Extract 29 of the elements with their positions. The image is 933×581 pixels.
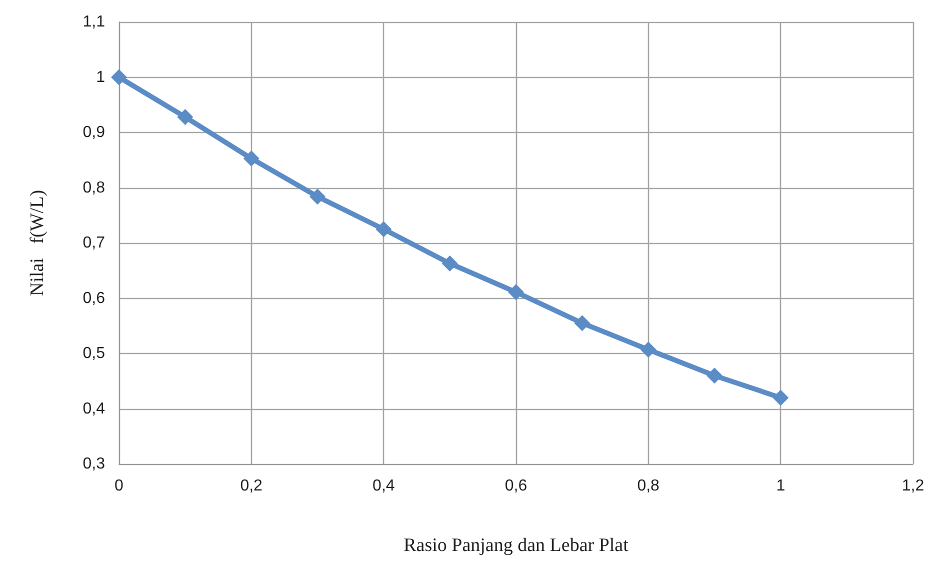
x-tick-label: 0,8 xyxy=(637,478,660,494)
point xyxy=(706,368,722,384)
point xyxy=(574,315,590,332)
y-tick-label: 0,4 xyxy=(82,400,106,418)
point xyxy=(310,188,326,205)
y-tick-label: 0,9 xyxy=(82,124,106,141)
point xyxy=(442,255,458,272)
point xyxy=(376,221,392,238)
x-tick-label: 0 xyxy=(114,478,124,494)
point xyxy=(111,69,127,86)
point xyxy=(243,150,260,166)
x-tick-label: 1,2 xyxy=(902,478,924,494)
y-tick-label: 0,8 xyxy=(82,179,106,196)
point xyxy=(508,284,524,300)
point xyxy=(177,109,194,126)
x-axis-title: Rasio Panjang dan Lebar Plat xyxy=(404,535,630,556)
y-tick-label: 1,1 xyxy=(82,14,106,30)
y-tick-label: 0,6 xyxy=(82,290,106,307)
y-tick-label: 0,3 xyxy=(82,456,106,472)
point xyxy=(772,390,789,406)
y-tick-label: 1 xyxy=(96,68,106,86)
y-tick-label: 0,5 xyxy=(82,345,106,362)
x-tick-label: 1 xyxy=(776,478,786,494)
y-tick-label: 0,7 xyxy=(82,234,106,252)
x-tick-label: 0,2 xyxy=(240,478,263,494)
x-tick-label: 0,6 xyxy=(504,478,528,494)
x-tick-label: 0,4 xyxy=(372,478,395,494)
point xyxy=(640,342,656,358)
y-axis-title: Nilai f(W/L) xyxy=(27,190,48,296)
